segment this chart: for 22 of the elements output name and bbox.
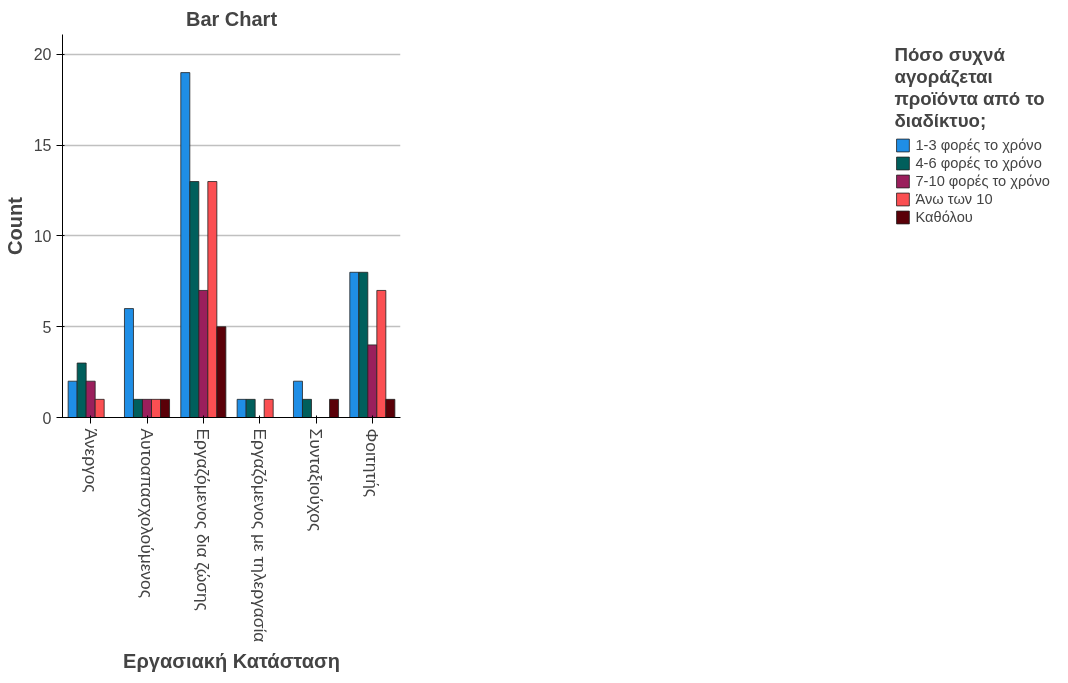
legend-label: Άνω των 10 [915, 191, 993, 207]
legend-label: 7-10 φορές το χρόνο [915, 173, 1050, 189]
y-tick-label: 10 [33, 227, 52, 245]
y-tick-label: 0 [42, 409, 52, 427]
x-tick-label: Άνεργος [80, 428, 101, 493]
x-tick-label: Φοιτητής [362, 428, 383, 498]
legend-label: 1-3 φορές το χρόνο [915, 137, 1042, 153]
x-axis-title: Εργασιακή Κατάσταση [123, 650, 340, 673]
legend-label: Καθόλου [915, 209, 973, 225]
legend-title: Πόσο συχνά αγοράζεται προϊόντα από το διαδίκτυο; [894, 44, 1046, 132]
x-tick-label: Εργαζόμενος με τηλεργασία [249, 428, 270, 643]
bar [263, 398, 274, 418]
y-tick-label: 5 [42, 318, 52, 336]
y-axis-title: Count [3, 196, 26, 255]
x-tick-label: Εργαζόμενος δια ζώσης [193, 428, 214, 611]
x-tick-label: Συνταξιούχος [306, 428, 326, 532]
legend-label: 4-6 φορές το χρόνο [915, 155, 1042, 171]
y-tick-label: 20 [33, 46, 52, 64]
chart-title: Bar Chart [185, 7, 278, 30]
y-tick-label: 15 [33, 137, 52, 155]
bar [329, 398, 339, 418]
x-tick-label: Αυτοαπασχολούμενος [137, 428, 157, 599]
